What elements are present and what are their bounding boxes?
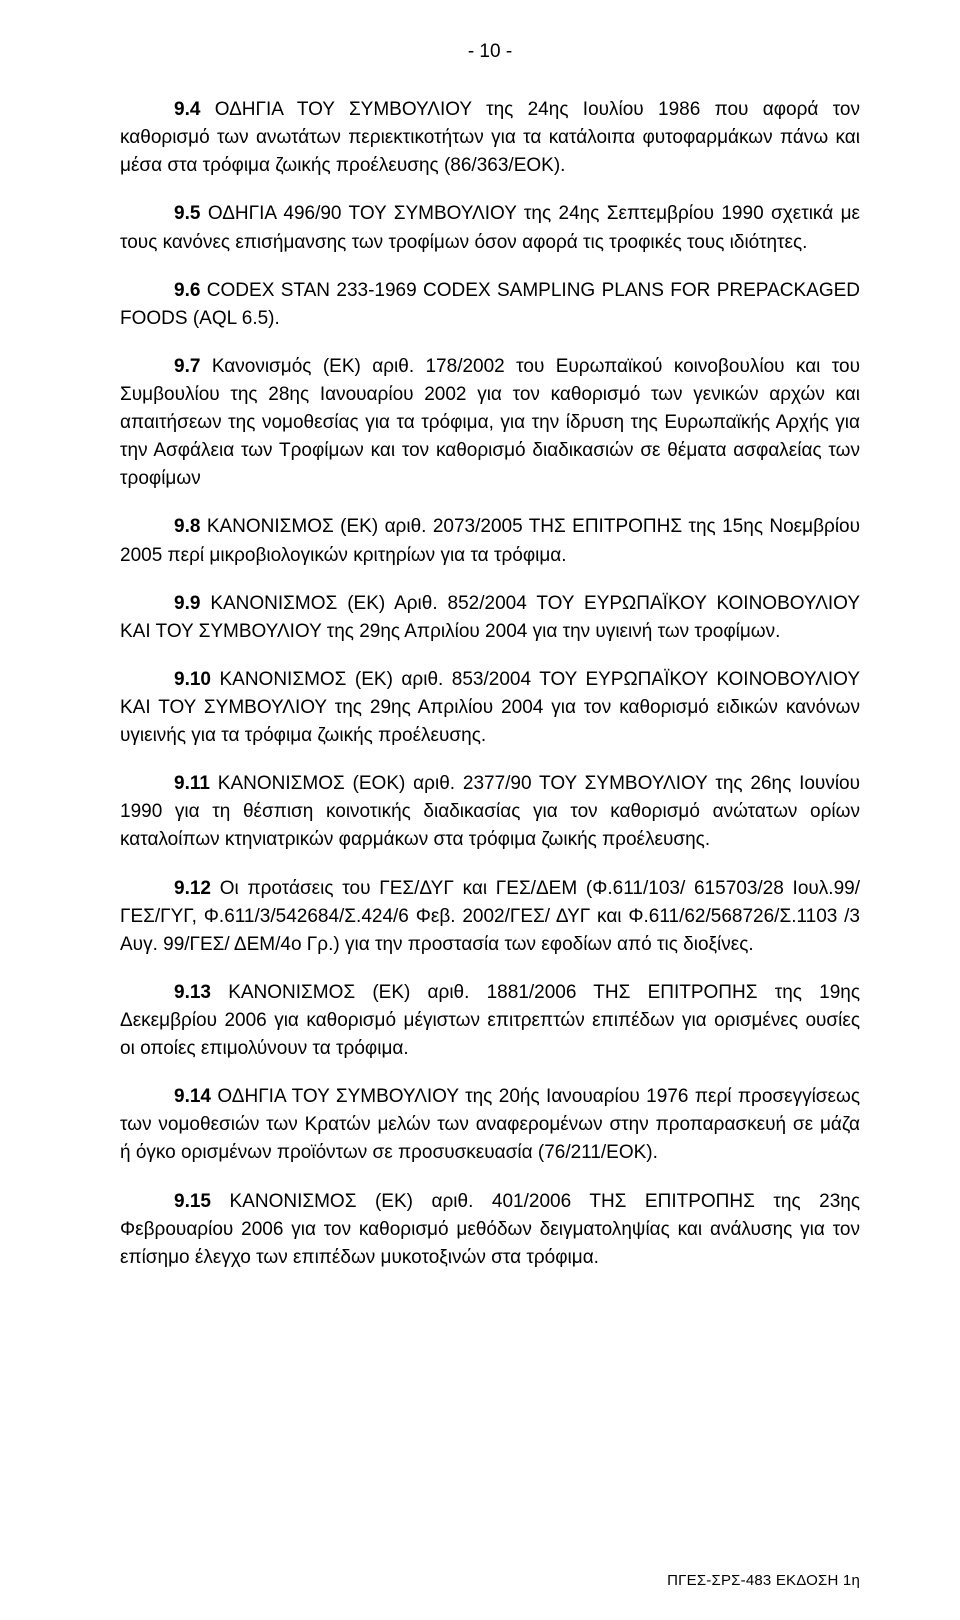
- paragraph-text: ΚΑΝΟΝΙΣΜΟΣ (ΕΟΚ) αριθ. 2377/90 ΤΟΥ ΣΥΜΒΟ…: [120, 773, 860, 850]
- page-number: - 10 -: [120, 38, 860, 66]
- paragraph-text: ΚΑΝΟΝΙΣΜΟΣ (ΕΚ) Αριθ. 852/2004 ΤΟΥ ΕΥΡΩΠ…: [120, 593, 860, 642]
- paragraph-lead: 9.12: [120, 875, 211, 903]
- paragraph: 9.6 CODEX STAN 233-1969 CODEX SAMPLING P…: [120, 277, 860, 333]
- paragraph-text: ΚΑΝΟΝΙΣΜΟΣ (ΕΚ) αριθ. 853/2004 ΤΟΥ ΕΥΡΩΠ…: [120, 669, 860, 746]
- paragraph: 9.12 Οι προτάσεις του ΓΕΣ/ΔΥΓ και ΓΕΣ/ΔΕ…: [120, 875, 860, 959]
- paragraph: 9.5 ΟΔΗΓΙΑ 496/90 ΤΟΥ ΣΥΜΒΟΥΛΙΟΥ της 24η…: [120, 200, 860, 256]
- document-page: - 10 - 9.4 ΟΔΗΓΙΑ ΤΟΥ ΣΥΜΒΟΥΛΙΟΥ της 24η…: [0, 0, 960, 1620]
- paragraph-text: ΟΔΗΓΙΑ ΤΟΥ ΣΥΜΒΟΥΛΙΟΥ της 20ής Ιανουαρίο…: [120, 1086, 860, 1163]
- paragraph-text: Οι προτάσεις του ΓΕΣ/ΔΥΓ και ΓΕΣ/ΔΕΜ (Φ.…: [120, 878, 860, 955]
- paragraph: 9.7 Κανονισμός (ΕΚ) αριθ. 178/2002 του Ε…: [120, 353, 860, 494]
- paragraph: 9.9 ΚΑΝΟΝΙΣΜΟΣ (ΕΚ) Αριθ. 852/2004 ΤΟΥ Ε…: [120, 590, 860, 646]
- paragraph-text: ΚΑΝΟΝΙΣΜΟΣ (ΕΚ) αριθ. 2073/2005 ΤΗΣ ΕΠΙΤ…: [120, 516, 860, 565]
- paragraph: 9.11 ΚΑΝΟΝΙΣΜΟΣ (ΕΟΚ) αριθ. 2377/90 ΤΟΥ …: [120, 770, 860, 854]
- paragraph: 9.15 ΚΑΝΟΝΙΣΜΟΣ (ΕΚ) αριθ. 401/2006 ΤΗΣ …: [120, 1188, 860, 1272]
- paragraph: 9.13 ΚΑΝΟΝΙΣΜΟΣ (ΕΚ) αριθ. 1881/2006 ΤΗΣ…: [120, 979, 860, 1063]
- paragraph-lead: 9.15: [120, 1188, 211, 1216]
- paragraph-lead: 9.13: [120, 979, 211, 1007]
- paragraph-lead: 9.10: [120, 666, 211, 694]
- paragraph-text: ΚΑΝΟΝΙΣΜΟΣ (ΕΚ) αριθ. 401/2006 ΤΗΣ ΕΠΙΤΡ…: [120, 1191, 860, 1268]
- paragraph-text: ΟΔΗΓΙΑ 496/90 ΤΟΥ ΣΥΜΒΟΥΛΙΟΥ της 24ης Σε…: [120, 203, 860, 252]
- paragraph-list: 9.4 ΟΔΗΓΙΑ ΤΟΥ ΣΥΜΒΟΥΛΙΟΥ της 24ης Ιουλί…: [120, 96, 860, 1272]
- page-footer: ΠΓΕΣ-ΣΡΣ-483 ΕΚΔΟΣΗ 1η: [667, 1570, 860, 1592]
- paragraph-lead: 9.5: [120, 200, 200, 228]
- paragraph-text: CODEX STAN 233-1969 CODEX SAMPLING PLANS…: [120, 280, 860, 329]
- paragraph-lead: 9.7: [120, 353, 200, 381]
- paragraph: 9.10 ΚΑΝΟΝΙΣΜΟΣ (ΕΚ) αριθ. 853/2004 ΤΟΥ …: [120, 666, 860, 750]
- paragraph-lead: 9.8: [120, 513, 200, 541]
- paragraph-lead: 9.6: [120, 277, 200, 305]
- paragraph: 9.4 ΟΔΗΓΙΑ ΤΟΥ ΣΥΜΒΟΥΛΙΟΥ της 24ης Ιουλί…: [120, 96, 860, 180]
- paragraph: 9.8 ΚΑΝΟΝΙΣΜΟΣ (ΕΚ) αριθ. 2073/2005 ΤΗΣ …: [120, 513, 860, 569]
- paragraph-text: Κανονισμός (ΕΚ) αριθ. 178/2002 του Ευρωπ…: [120, 356, 860, 489]
- paragraph-lead: 9.9: [120, 590, 200, 618]
- paragraph-lead: 9.11: [120, 770, 210, 798]
- paragraph-text: ΚΑΝΟΝΙΣΜΟΣ (ΕΚ) αριθ. 1881/2006 ΤΗΣ ΕΠΙΤ…: [120, 982, 860, 1059]
- paragraph-lead: 9.14: [120, 1083, 211, 1111]
- paragraph: 9.14 ΟΔΗΓΙΑ ΤΟΥ ΣΥΜΒΟΥΛΙΟΥ της 20ής Ιανο…: [120, 1083, 860, 1167]
- paragraph-text: ΟΔΗΓΙΑ ΤΟΥ ΣΥΜΒΟΥΛΙΟΥ της 24ης Ιουλίου 1…: [120, 99, 860, 176]
- paragraph-lead: 9.4: [120, 96, 200, 124]
